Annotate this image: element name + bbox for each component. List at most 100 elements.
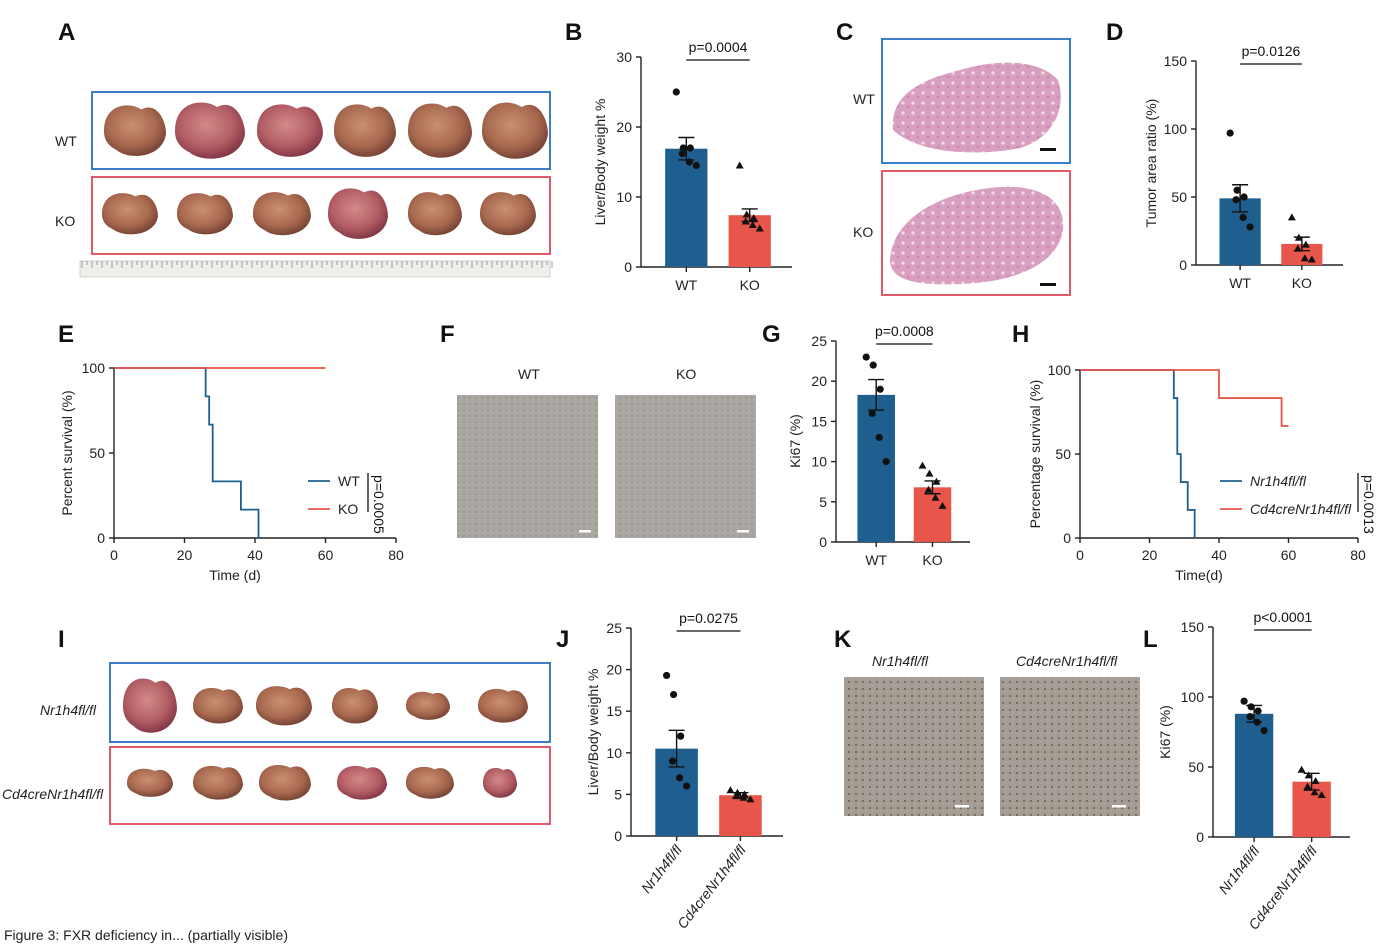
y-tick-label: 50 bbox=[1188, 759, 1204, 775]
data-point bbox=[925, 469, 934, 477]
liver-lobe bbox=[127, 768, 173, 797]
data-point bbox=[669, 757, 677, 765]
scale-bar bbox=[737, 530, 749, 533]
scale-bar bbox=[579, 530, 591, 533]
x-tick-label: 0 bbox=[1076, 547, 1084, 563]
x-tick-label: 80 bbox=[1350, 547, 1366, 563]
x-tick-label: 20 bbox=[177, 547, 193, 563]
data-point bbox=[1226, 129, 1234, 137]
liver-lobe bbox=[193, 765, 243, 800]
y-tick-label: 0 bbox=[624, 259, 632, 275]
liver-lobe bbox=[408, 103, 472, 158]
data-point bbox=[938, 501, 947, 509]
liver-lobe bbox=[406, 766, 454, 799]
x-tick-label: 40 bbox=[247, 547, 263, 563]
y-tick-label: 5 bbox=[819, 494, 827, 510]
y-tick-label: 100 bbox=[82, 360, 106, 376]
col-label-ko: KO bbox=[676, 366, 696, 382]
data-point bbox=[1246, 223, 1254, 231]
data-point bbox=[1294, 233, 1303, 241]
liver-lobe bbox=[332, 687, 378, 724]
data-point bbox=[1311, 777, 1320, 784]
data-point bbox=[735, 161, 744, 169]
data-point bbox=[918, 461, 927, 469]
ko-micrograph bbox=[615, 395, 756, 538]
x-tick-label: Nr1h4fl/fl bbox=[638, 841, 686, 896]
data-point bbox=[742, 210, 751, 218]
y-tick-label: 0 bbox=[819, 534, 827, 550]
panel-label-d: D bbox=[1106, 19, 1123, 46]
x-tick-label: 80 bbox=[388, 547, 404, 563]
data-point bbox=[876, 385, 884, 393]
ctrl-photo-box bbox=[109, 662, 551, 743]
scale-bar bbox=[1112, 805, 1126, 808]
y-tick-label: 100 bbox=[1181, 689, 1205, 705]
scale-bar bbox=[955, 805, 969, 808]
liver-photo-row-a bbox=[102, 102, 548, 239]
data-point bbox=[1307, 255, 1316, 263]
p-value-annotation: p<0.0001 bbox=[1253, 609, 1312, 625]
legend-label: KO bbox=[338, 501, 358, 517]
y-tick-label: 150 bbox=[1181, 619, 1205, 635]
y-tick-label: 100 bbox=[1164, 121, 1188, 137]
survival-chart-h: 0 50 100 Percentage survival (%) 0 20 40 60 80 Ti… bbox=[1027, 362, 1377, 583]
x-tick-label: 0 bbox=[110, 547, 118, 563]
liver-lobe bbox=[480, 192, 536, 236]
liver-lobe bbox=[483, 767, 517, 798]
bar bbox=[913, 487, 952, 542]
data-point bbox=[678, 150, 686, 158]
x-tick-label: KO bbox=[1292, 275, 1312, 291]
y-tick-label: 0 bbox=[1196, 829, 1204, 845]
y-tick-label: 150 bbox=[1164, 53, 1188, 69]
data-point bbox=[1260, 727, 1268, 735]
data-point bbox=[1247, 703, 1255, 711]
panel-label-f: F bbox=[440, 321, 455, 348]
scale-bar bbox=[1040, 148, 1056, 151]
data-point bbox=[862, 353, 870, 361]
liver-lobe bbox=[478, 688, 528, 723]
legend-label: Cd4creNr1h4fl/fl bbox=[1250, 501, 1352, 517]
liver-photo-row-i bbox=[123, 678, 528, 801]
ruler bbox=[79, 260, 551, 278]
legend-label: WT bbox=[338, 473, 360, 489]
x-tick-label: 60 bbox=[1281, 547, 1297, 563]
p-value-annotation: p=0.0008 bbox=[875, 323, 934, 339]
p-value-annotation: p=0.0005 bbox=[371, 475, 387, 534]
data-point bbox=[1293, 244, 1302, 252]
data-point bbox=[1254, 707, 1262, 715]
liver-lobe bbox=[256, 686, 312, 726]
bar bbox=[1234, 713, 1274, 837]
data-point bbox=[1246, 713, 1254, 721]
x-tick-label: WT bbox=[675, 277, 697, 293]
bar-chart-j: 0 5 10 15 20 25 Liver/Body weight % Nr1h4fl/flC… bbox=[585, 610, 783, 932]
bar bbox=[728, 215, 771, 267]
data-point bbox=[931, 493, 940, 501]
bar-chart-g: 0 5 10 15 20 25 Ki67 (%) WT KO p=0.0008 bbox=[787, 323, 970, 568]
x-tick-label: 40 bbox=[1211, 547, 1227, 563]
row-label-wt: WT bbox=[55, 133, 77, 149]
bar bbox=[719, 795, 762, 836]
x-tick-label: Nr1h4fl/fl bbox=[1215, 842, 1263, 897]
liver-lobe bbox=[253, 192, 311, 236]
ko-tissue-section bbox=[890, 186, 1064, 285]
data-point bbox=[869, 361, 877, 369]
panel-label-e: E bbox=[58, 321, 74, 348]
y-axis-label: Percent survival (%) bbox=[59, 390, 75, 515]
data-point bbox=[692, 161, 700, 170]
panel-label-a: A bbox=[58, 19, 75, 46]
panel-label-c: C bbox=[836, 19, 853, 46]
y-tick-label: 10 bbox=[616, 189, 632, 205]
data-point bbox=[882, 458, 890, 466]
y-tick-label: 50 bbox=[89, 445, 105, 461]
y-tick-label: 25 bbox=[811, 333, 827, 349]
cko-micrograph bbox=[1000, 677, 1140, 816]
panel-label-k: K bbox=[834, 626, 852, 653]
x-tick-label: Cd4creNr1h4fl/fl bbox=[674, 841, 749, 931]
panel-label-g: G bbox=[762, 321, 781, 348]
data-point bbox=[1287, 213, 1296, 221]
cko-photo-box bbox=[109, 746, 551, 825]
x-tick-label: WT bbox=[865, 552, 887, 568]
col-label-wt: WT bbox=[518, 366, 540, 382]
data-point bbox=[1239, 213, 1247, 221]
